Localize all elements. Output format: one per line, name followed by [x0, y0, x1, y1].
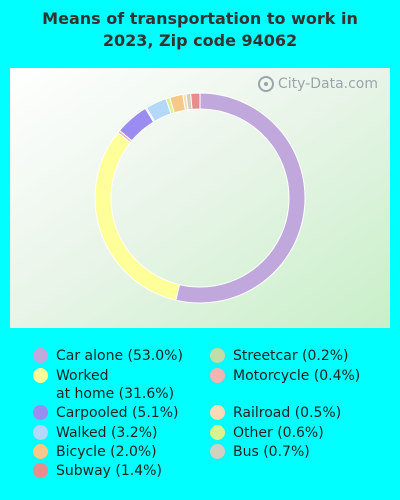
- legend-item-bus: Bus (0.7%): [210, 443, 310, 461]
- legend-swatch: [33, 425, 48, 440]
- legend-label: Streetcar (0.2%): [233, 348, 349, 364]
- magnifier-icon: [257, 76, 274, 92]
- legend-label: Bicycle (2.0%): [56, 444, 157, 460]
- donut-chart: [94, 92, 306, 304]
- legend-swatch: [33, 444, 48, 459]
- chart-title-line-1: Means of transportation to work in: [42, 9, 358, 28]
- legend-swatch: [210, 405, 225, 420]
- legend-item-worked-at-home: Worked at home (31.6%): [33, 367, 174, 403]
- legend-label: Subway (1.4%): [56, 463, 162, 479]
- chart-area: City-Data.com: [10, 68, 390, 328]
- legend-swatch: [210, 444, 225, 459]
- chart-title-line-2: 2023, Zip code 94062: [102, 31, 298, 50]
- legend-label: Carpooled (5.1%): [56, 405, 179, 421]
- legend-item-other: Other (0.6%): [210, 424, 324, 442]
- legend-label: Worked at home (31.6%): [56, 368, 175, 402]
- legend-label: Railroad (0.5%): [233, 405, 342, 421]
- legend-item-motorcycle: Motorcycle (0.4%): [210, 367, 360, 385]
- legend-item-car-alone: Car alone (53.0%): [33, 347, 183, 365]
- legend-item-bicycle: Bicycle (2.0%): [33, 443, 157, 461]
- donut-slice-subway: [190, 92, 201, 110]
- legend-swatch: [210, 348, 225, 363]
- legend-label: Other (0.6%): [233, 425, 324, 441]
- legend-label: Car alone (53.0%): [56, 348, 183, 364]
- legend-swatch: [33, 368, 48, 383]
- legend-item-streetcar: Streetcar (0.2%): [210, 347, 349, 365]
- legend-swatch: [33, 463, 48, 478]
- watermark: City-Data.com: [257, 76, 378, 92]
- legend-swatch: [210, 368, 225, 383]
- donut-slice-worked-at-home: [94, 131, 181, 301]
- legend-item-carpooled: Carpooled (5.1%): [33, 404, 178, 422]
- watermark-text: City-Data.com: [277, 76, 378, 92]
- legend-swatch: [33, 348, 48, 363]
- legend-label: Motorcycle (0.4%): [233, 368, 361, 384]
- legend-item-walked: Walked (3.2%): [33, 424, 157, 442]
- legend-label: Walked (3.2%): [56, 425, 158, 441]
- legend-item-railroad: Railroad (0.5%): [210, 404, 341, 422]
- legend-label: Bus (0.7%): [233, 444, 310, 460]
- donut-slice-car-alone: [175, 92, 306, 304]
- legend-swatch: [33, 405, 48, 420]
- legend-item-subway: Subway (1.4%): [33, 462, 162, 480]
- legend-swatch: [210, 425, 225, 440]
- chart-title: Means of transportation to work in 2023,…: [0, 8, 400, 52]
